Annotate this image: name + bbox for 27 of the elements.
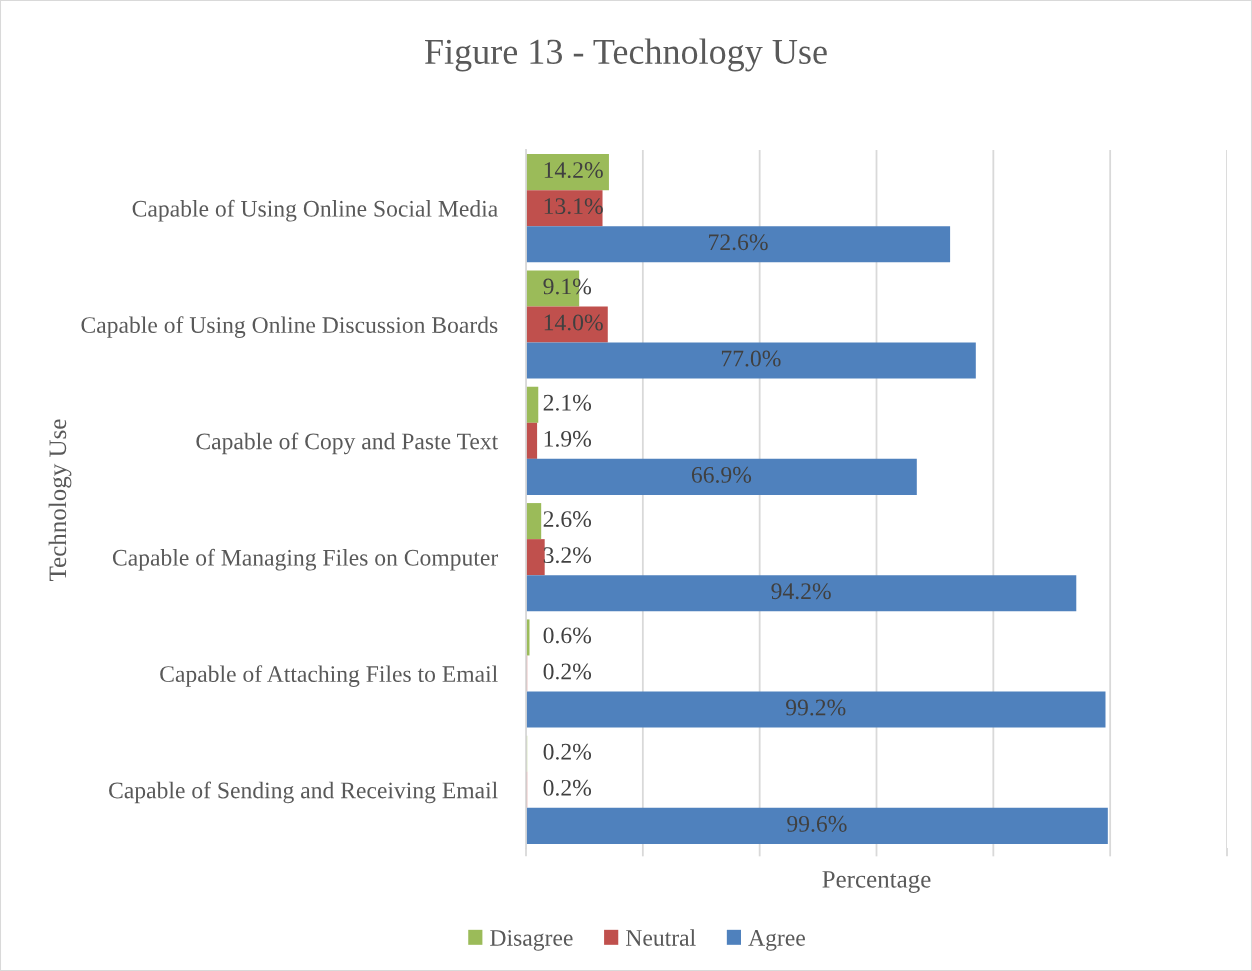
data-label: 1.9% — [544, 430, 592, 447]
chart-title: Figure 13 - Technology Use — [425, 38, 827, 72]
data-label: 14.0% — [544, 314, 603, 331]
legend-label: Neutral — [626, 929, 696, 946]
y-axis-title: Technology Use — [48, 419, 72, 581]
data-label: 2.1% — [543, 394, 592, 411]
x-axis-title: Percentage — [822, 871, 931, 893]
data-label: 66.9% — [691, 466, 752, 483]
y-tick-label: Capable of Sending and Receiving Email — [109, 781, 498, 804]
data-label: 77.0% — [721, 350, 781, 367]
y-tick-label: Capable of Attaching Files to Email — [160, 665, 498, 687]
y-tick-label: Capable of Using Online Social Media — [132, 199, 498, 222]
data-label: 72.6% — [709, 234, 768, 251]
data-label: 14.2% — [544, 162, 603, 179]
data-label: 0.2% — [543, 743, 592, 760]
data-label: 94.2% — [771, 583, 831, 600]
data-label: 99.6% — [787, 815, 847, 832]
data-label: 0.2% — [543, 663, 592, 680]
data-label: 0.6% — [543, 627, 592, 644]
legend-label: Disagree — [490, 930, 573, 951]
y-tick-label: Capable of Copy and Paste Text — [196, 432, 499, 455]
data-label: 0.2% — [543, 779, 592, 796]
y-tick-label: Capable of Using Online Discussion Boards — [81, 316, 498, 338]
legend-label: Agree — [748, 930, 805, 951]
data-label: 2.6% — [543, 511, 592, 528]
data-label: 99.2% — [786, 699, 846, 716]
y-tick-label: Capable of Managing Files on Computer — [112, 548, 499, 571]
